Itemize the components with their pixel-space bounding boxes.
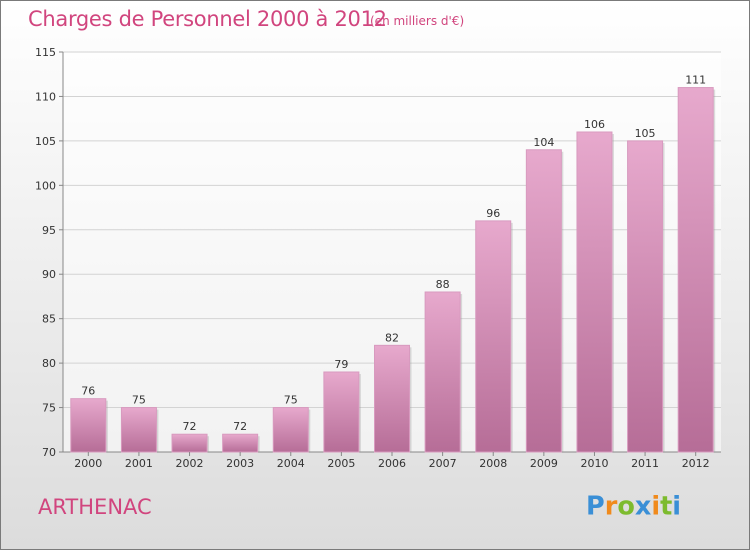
svg-text:Proxiti: Proxiti xyxy=(586,491,681,521)
y-tick-label: 80 xyxy=(42,357,56,370)
bar xyxy=(525,149,562,453)
y-tick-label: 95 xyxy=(42,224,56,237)
chart-title: Charges de Personnel 2000 à 2012 xyxy=(28,7,387,31)
data-label: 104 xyxy=(533,136,554,149)
bar xyxy=(323,371,360,453)
data-label: 111 xyxy=(685,74,706,87)
bar xyxy=(627,140,664,453)
x-tick-label: 2011 xyxy=(631,457,659,470)
y-tick-label: 85 xyxy=(42,313,56,326)
data-label: 72 xyxy=(183,420,197,433)
data-label: 106 xyxy=(584,118,605,131)
bar xyxy=(120,407,157,453)
x-tick-label: 2008 xyxy=(479,457,507,470)
x-tick-label: 2000 xyxy=(74,457,102,470)
y-tick-label: 110 xyxy=(35,90,56,103)
proxiti-logo: Proxiti xyxy=(586,491,681,521)
data-label: 96 xyxy=(486,207,500,220)
bar xyxy=(424,291,461,453)
data-label: 88 xyxy=(436,278,450,291)
bar xyxy=(374,344,410,453)
x-tick-label: 2001 xyxy=(125,457,153,470)
x-tick-label: 2005 xyxy=(327,457,355,470)
commune-name: ARTHENAC xyxy=(38,495,152,519)
data-label: 76 xyxy=(81,385,95,398)
y-tick-label: 100 xyxy=(35,179,56,192)
x-tick-label: 2010 xyxy=(580,457,608,470)
y-tick-label: 75 xyxy=(42,402,56,415)
x-tick-label: 2004 xyxy=(277,457,305,470)
chart-subtitle: (en milliers d'€) xyxy=(370,14,465,28)
y-tick-label: 115 xyxy=(35,46,56,59)
data-label: 75 xyxy=(284,394,298,407)
x-tick-label: 2012 xyxy=(682,457,710,470)
bar xyxy=(576,131,613,453)
data-label: 72 xyxy=(233,420,247,433)
bar xyxy=(475,220,512,453)
y-tick-label: 90 xyxy=(42,268,56,281)
x-tick-label: 2007 xyxy=(429,457,457,470)
x-tick-label: 2006 xyxy=(378,457,406,470)
y-tick-label: 70 xyxy=(42,446,56,459)
bar xyxy=(70,398,107,453)
y-tick-label: 105 xyxy=(35,135,56,148)
data-label: 79 xyxy=(334,358,348,371)
bar xyxy=(272,407,309,453)
x-tick-label: 2009 xyxy=(530,457,558,470)
bar xyxy=(222,433,259,453)
bar xyxy=(677,87,714,453)
data-label: 82 xyxy=(385,331,399,344)
data-label: 75 xyxy=(132,394,146,407)
data-label: 105 xyxy=(635,127,656,140)
bar xyxy=(171,433,208,453)
x-tick-label: 2002 xyxy=(176,457,204,470)
x-tick-label: 2003 xyxy=(226,457,254,470)
